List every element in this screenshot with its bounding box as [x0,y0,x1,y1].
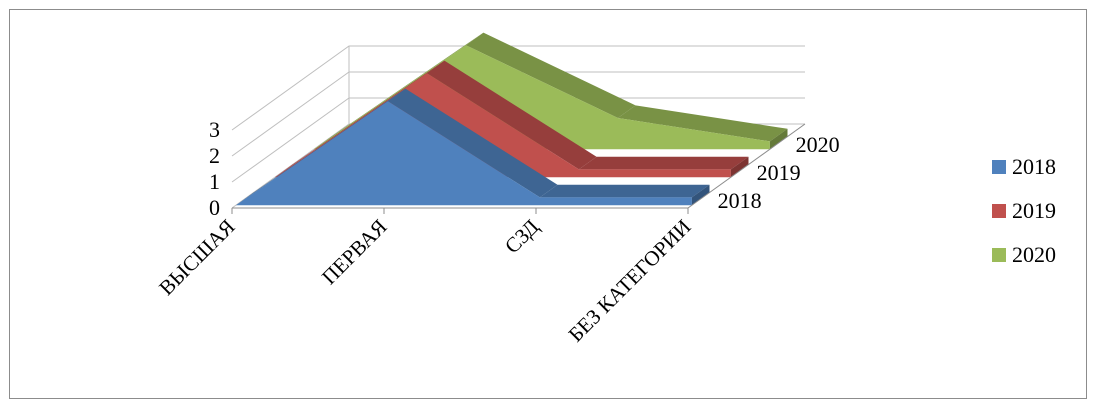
legend-layer: 2018 2019 2020 [992,154,1056,267]
legend-item: 2020 [992,242,1056,267]
x-tick-label: ВЫСШАЯ [154,215,239,300]
depth-label: 2019 [757,160,801,185]
y-tick-label: 1 [209,169,220,194]
x-tick-label: ПЕРВАЯ [317,215,392,290]
depth-label: 2018 [718,188,762,213]
area-top-face [465,32,636,118]
area-top-face [387,88,558,198]
legend-swatch [992,160,1006,174]
depth-label: 2020 [796,132,840,157]
area-top-face [274,60,445,178]
area-front-face [235,101,692,206]
area-top-face [235,88,406,206]
series-2018 [235,88,710,206]
depth-axis-line [687,123,806,209]
legend-swatch [992,204,1006,218]
x-tick-label: СЗД [500,215,544,259]
area-top-face [426,60,597,170]
area-side-face [691,184,710,206]
series-layer [235,32,788,206]
legend-label: 2019 [1012,198,1056,223]
area-side-face [769,128,788,150]
area-top-face [313,32,484,150]
y-tick-label: 2 [209,143,220,168]
legend-item: 2019 [992,198,1056,223]
area-top-face [617,105,788,142]
y-tick-label: 3 [209,117,220,142]
legend-label: 2018 [1012,154,1056,179]
legend-item: 2018 [992,154,1056,179]
x-tick-label: БЕЗ КАТЕГОРИИ [564,215,696,347]
chart-frame: ВЫСШАЯ ПЕРВАЯ СЗД БЕЗ КАТЕГОРИИ 0 1 2 3 2018 2019… [9,9,1087,399]
area-side-face [730,156,749,178]
legend-swatch [992,248,1006,262]
area-top-face [578,156,749,170]
legend-label: 2020 [1012,242,1056,267]
area-top-face [539,184,710,198]
y-tick-label: 0 [209,195,220,220]
